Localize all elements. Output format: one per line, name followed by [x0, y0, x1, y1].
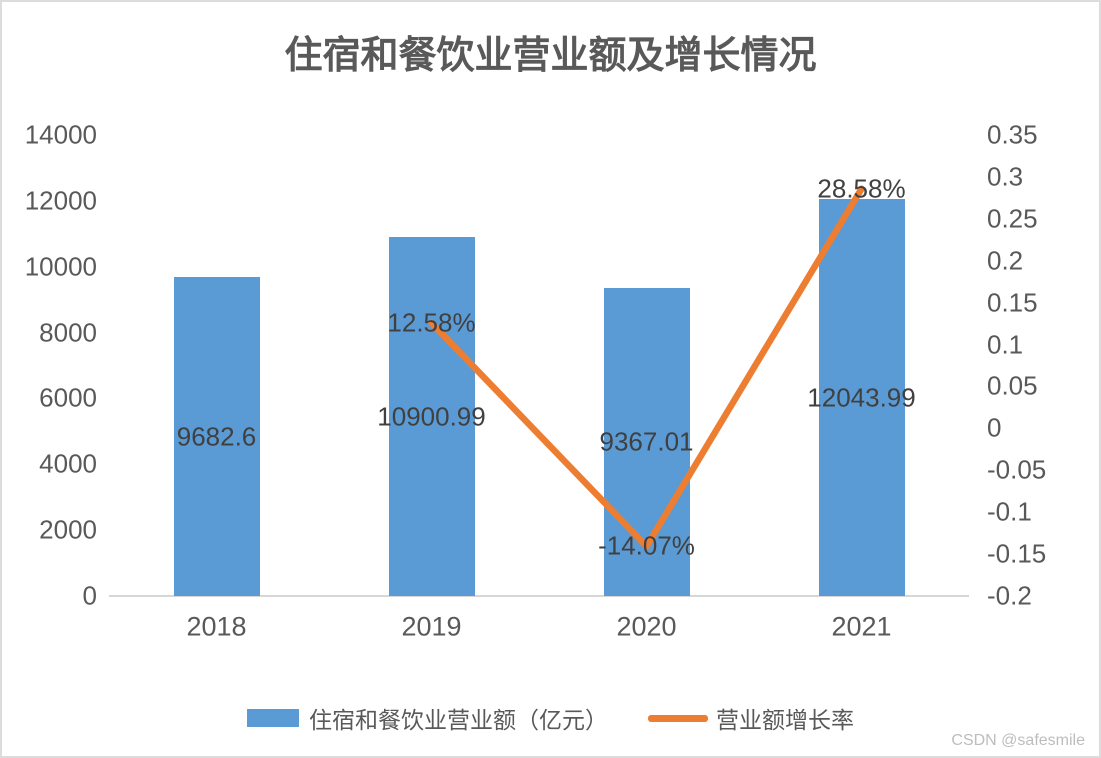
left-axis-tick: 8000	[39, 317, 97, 348]
line-series-swatch-icon	[648, 714, 708, 722]
bar-label-2019: 10900.99	[377, 401, 486, 432]
right-axis-tick: -0.05	[987, 454, 1047, 485]
x-axis-label: 2021	[831, 611, 892, 642]
right-axis-tick: 0	[987, 412, 1002, 443]
legend: 住宿和餐饮业营业额（亿元） 营业额增长率	[2, 701, 1099, 735]
left-axis-tick: 4000	[39, 448, 97, 479]
right-axis-tick: 0.1	[987, 329, 1024, 360]
legend-item-line-series: 营业额增长率	[648, 701, 854, 735]
legend-item-bar-series: 住宿和餐饮业营业额（亿元）	[247, 701, 608, 735]
left-axis-tick: 14000	[24, 119, 97, 150]
line-label-2019: 12.58%	[387, 307, 476, 338]
right-axis-tick: 0.05	[987, 370, 1038, 401]
left-axis-tick: 6000	[39, 382, 97, 413]
bar-label-2020: 9367.01	[599, 426, 694, 457]
bar-label-2018: 9682.6	[176, 421, 257, 452]
bar-label-2021: 12043.99	[807, 382, 916, 413]
right-axis-tick: -0.1	[987, 496, 1032, 527]
left-axis-tick: 12000	[24, 185, 97, 216]
legend-label-bar-series: 住宿和餐饮业营业额（亿元）	[309, 707, 608, 733]
line-label-2020: -14.07%	[598, 530, 695, 561]
legend-label-line-series: 营业额增长率	[716, 707, 854, 733]
left-axis-tick: 2000	[39, 514, 97, 545]
x-axis-label: 2018	[186, 611, 247, 642]
bar-series-swatch-icon	[247, 709, 299, 727]
right-axis-tick: 0.35	[987, 119, 1038, 150]
right-axis-tick: 0.2	[987, 245, 1024, 276]
left-axis-tick: 10000	[24, 251, 97, 282]
x-axis-label: 2020	[616, 611, 677, 642]
x-axis-label: 2019	[401, 611, 462, 642]
chart-title: 住宿和餐饮业营业额及增长情况	[284, 35, 817, 77]
watermark: CSDN @safesmile	[951, 732, 1085, 749]
right-axis-tick: -0.15	[987, 538, 1047, 569]
right-axis-tick: -0.2	[987, 580, 1032, 611]
right-axis-tick: 0.15	[987, 287, 1038, 318]
x-axis-line	[109, 595, 969, 597]
right-axis-tick: 0.25	[987, 203, 1038, 234]
right-axis-tick: 0.3	[987, 161, 1024, 192]
bar-2018	[173, 277, 260, 596]
left-axis-tick: 0	[82, 580, 97, 611]
line-label-2021: 28.58%	[817, 173, 906, 204]
